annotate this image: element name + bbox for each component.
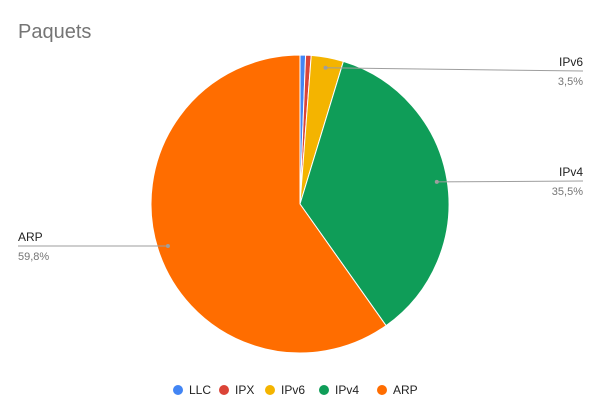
callout-ipv4: IPv4 35,5% bbox=[434, 165, 584, 198]
legend-swatch bbox=[319, 385, 329, 395]
legend-label: IPX bbox=[235, 383, 254, 397]
legend-item-llc: LLC bbox=[173, 383, 211, 397]
callout-ipv6: IPv6 3,5% bbox=[323, 55, 584, 88]
pie-slices bbox=[150, 54, 450, 354]
legend-label: ARP bbox=[393, 383, 418, 397]
legend-label: IPv6 bbox=[281, 383, 305, 397]
legend-swatch bbox=[173, 385, 183, 395]
callout-label: IPv4 bbox=[559, 165, 583, 179]
pie-slice-arp bbox=[150, 54, 387, 354]
callout-percent: 3,5% bbox=[558, 76, 583, 88]
callout-label: ARP bbox=[18, 230, 43, 244]
callout-dot bbox=[165, 243, 170, 248]
legend-item-arp: ARP bbox=[377, 383, 418, 397]
callout-label: IPv6 bbox=[559, 55, 583, 69]
legend-swatch bbox=[377, 385, 387, 395]
slice-callouts: IPv6 3,5% IPv4 35,5% ARP 59,8% bbox=[17, 55, 584, 263]
legend-item-ipx: IPX bbox=[219, 383, 254, 397]
legend-item-ipv6: IPv6 bbox=[265, 383, 305, 397]
legend-label: LLC bbox=[189, 383, 211, 397]
callout-line bbox=[436, 180, 584, 183]
callout-percent: 35,5% bbox=[552, 186, 583, 198]
callout-dot bbox=[323, 65, 328, 70]
callout-percent: 59,8% bbox=[18, 251, 49, 263]
legend: LLC IPX IPv6 IPv4 ARP bbox=[173, 383, 418, 397]
legend-label: IPv4 bbox=[335, 383, 359, 397]
legend-swatch bbox=[265, 385, 275, 395]
callout-line bbox=[325, 67, 584, 72]
legend-swatch bbox=[219, 385, 229, 395]
chart-title: Paquets bbox=[18, 21, 91, 43]
legend-item-ipv4: IPv4 bbox=[319, 383, 359, 397]
callout-arp: ARP 59,8% bbox=[17, 230, 170, 263]
callout-dot bbox=[434, 179, 439, 184]
pie-slice-ipv4 bbox=[299, 60, 450, 327]
